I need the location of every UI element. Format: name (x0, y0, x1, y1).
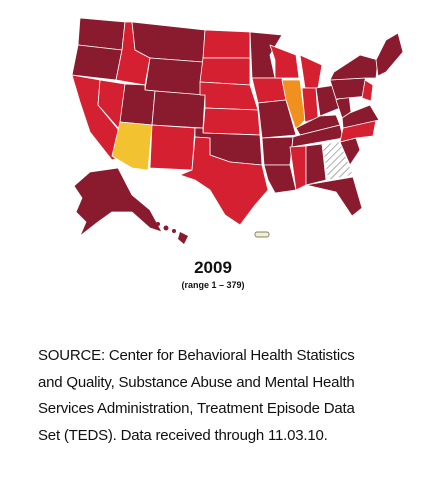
state (71, 44, 123, 81)
state (301, 87, 319, 123)
map-title: 2009 (194, 258, 232, 277)
state (305, 143, 327, 186)
state (202, 29, 251, 59)
state (361, 79, 374, 102)
alaska (73, 167, 163, 237)
state (151, 90, 206, 129)
states (71, 17, 404, 226)
map-subtitle: (range 1 – 379) (181, 280, 245, 290)
state (341, 104, 380, 129)
state (263, 164, 297, 194)
state (199, 81, 259, 111)
state (375, 32, 404, 77)
state (299, 54, 323, 89)
source-line: Set (TEDS). Data received through 11.03.… (38, 426, 328, 444)
us-map (71, 17, 404, 244)
state (291, 124, 344, 148)
state (329, 54, 379, 81)
source-line: SOURCE: Center for Behavioral Health Sta… (38, 347, 355, 364)
state (305, 176, 363, 217)
state (77, 17, 126, 51)
state (251, 77, 287, 104)
state (281, 79, 306, 131)
source-line: and Quality, Substance Abuse and Mental … (38, 373, 355, 391)
source-line: Services Administration, Treatment Episo… (38, 400, 355, 417)
state (144, 57, 204, 96)
state (295, 114, 341, 136)
state (249, 31, 283, 79)
source-note: SOURCE: Center for Behavioral Health Sta… (38, 343, 355, 449)
state (119, 83, 156, 126)
state (149, 124, 196, 171)
hawaii (156, 222, 188, 244)
state (257, 99, 297, 139)
state (202, 107, 261, 136)
state (111, 121, 153, 171)
state (261, 136, 294, 166)
state (321, 141, 354, 181)
puerto-rico (254, 231, 270, 238)
state (179, 136, 269, 226)
state (199, 57, 251, 86)
state (269, 44, 300, 79)
